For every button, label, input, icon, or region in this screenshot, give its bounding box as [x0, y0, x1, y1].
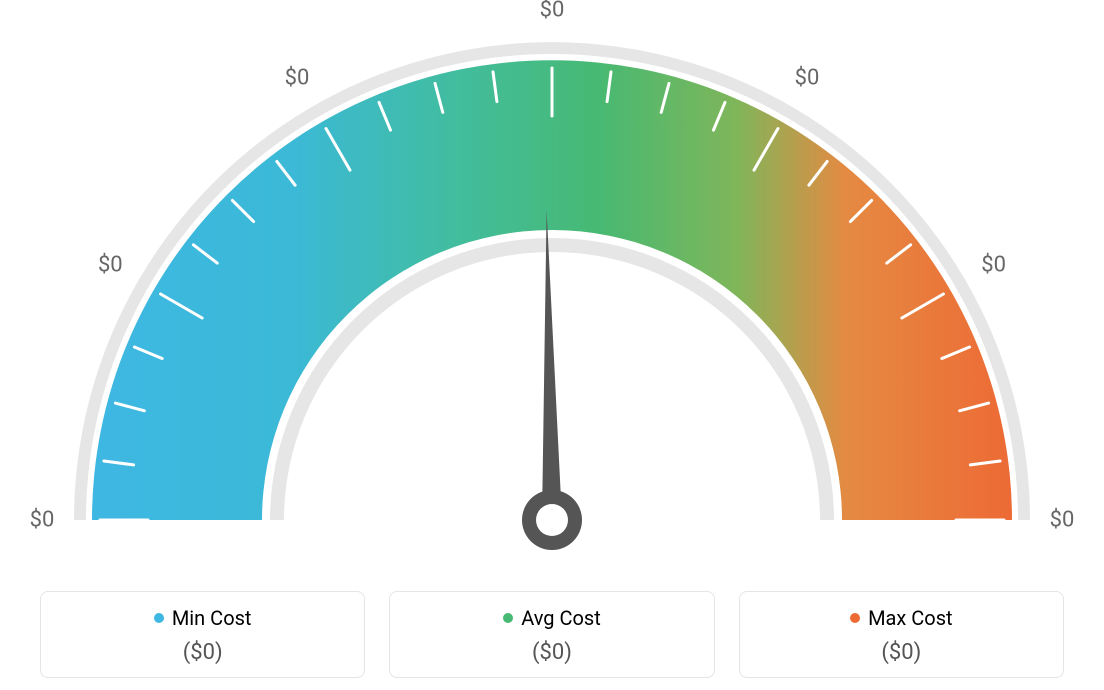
- legend-value-max: ($0): [750, 640, 1053, 665]
- legend-label: Avg Cost: [521, 606, 601, 630]
- gauge-tick-label: $0: [30, 508, 55, 533]
- gauge-tick-label: $0: [1050, 508, 1075, 533]
- legend-title-avg: Avg Cost: [503, 606, 601, 630]
- legend-value-min: ($0): [51, 640, 354, 665]
- gauge-svg: [0, 0, 1104, 560]
- legend-title-max: Max Cost: [850, 606, 953, 630]
- gauge-tick-label: $0: [540, 0, 565, 23]
- legend-label: Min Cost: [172, 606, 252, 630]
- legend-card-min: Min Cost ($0): [40, 591, 365, 678]
- dot-icon: [154, 613, 164, 623]
- legend-value-avg: ($0): [400, 640, 703, 665]
- dot-icon: [503, 613, 513, 623]
- gauge-tick-label: $0: [98, 253, 123, 278]
- dot-icon: [850, 613, 860, 623]
- gauge-tick-label: $0: [795, 66, 820, 91]
- legend-card-max: Max Cost ($0): [739, 591, 1064, 678]
- legend-label: Max Cost: [868, 606, 953, 630]
- legend-card-avg: Avg Cost ($0): [389, 591, 714, 678]
- gauge-chart: $0 $0 $0 $0 $0 $0 $0: [0, 0, 1104, 560]
- legend-row: Min Cost ($0) Avg Cost ($0) Max Cost ($0…: [40, 591, 1064, 678]
- gauge-tick-label: $0: [981, 253, 1006, 278]
- legend-title-min: Min Cost: [154, 606, 252, 630]
- gauge-tick-label: $0: [285, 66, 310, 91]
